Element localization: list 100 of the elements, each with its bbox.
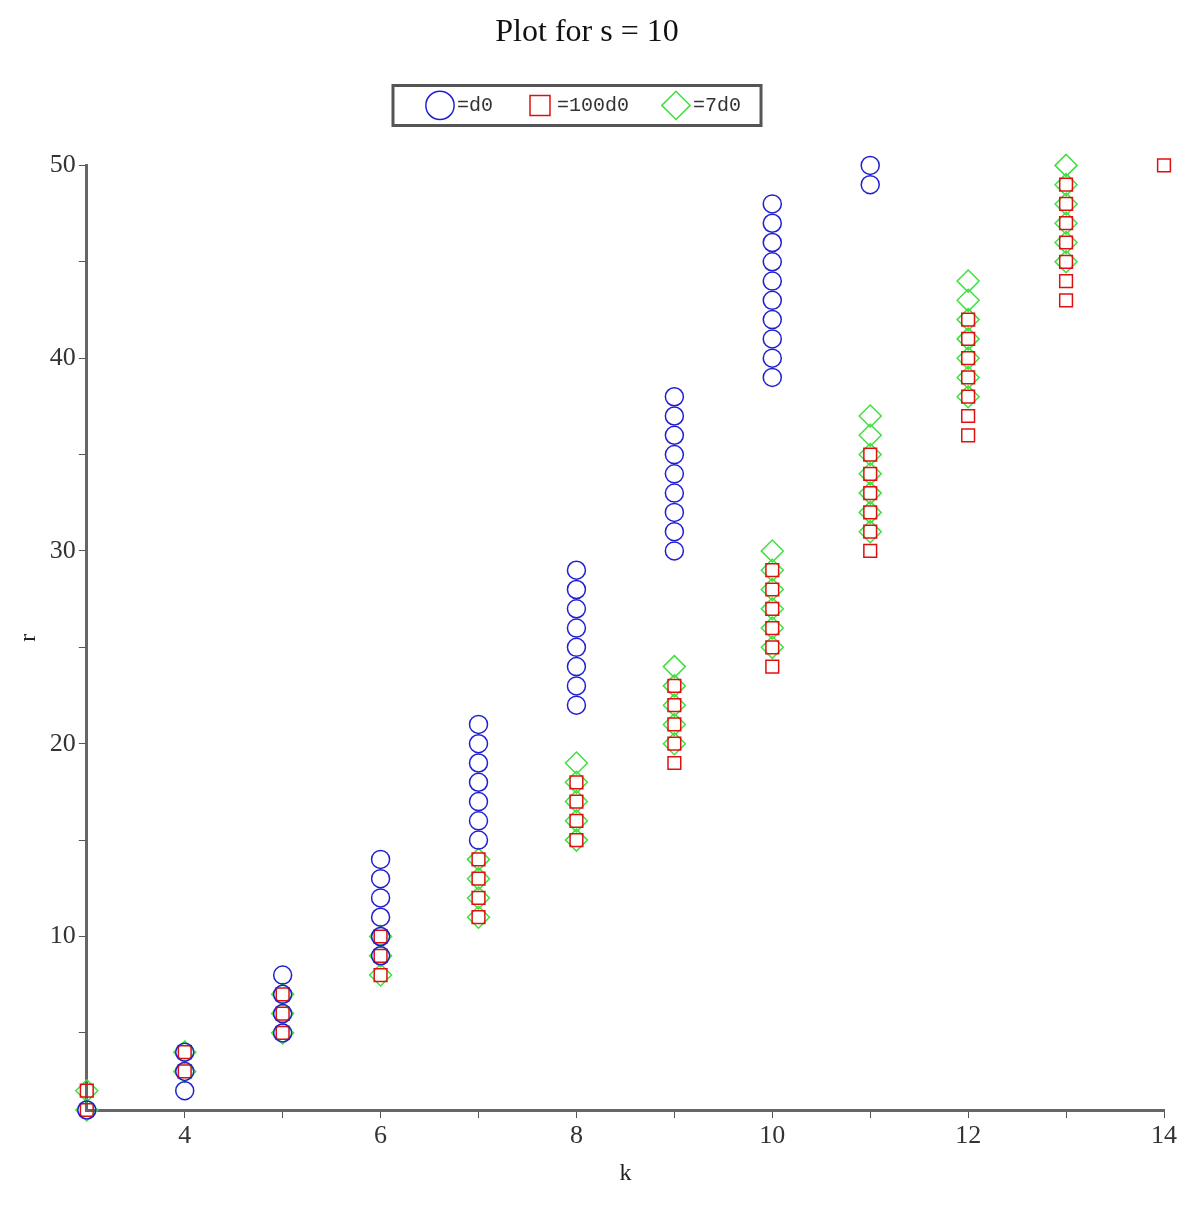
- point: [468, 791, 489, 812]
- point: [762, 252, 783, 272]
- y-tick-label: 40: [49, 342, 76, 371]
- y-tick-label: 10: [49, 920, 76, 950]
- point: [1054, 230, 1078, 255]
- point: [858, 404, 882, 428]
- point: [858, 519, 882, 544]
- point: [765, 659, 780, 674]
- point: [667, 755, 682, 771]
- x-tick-label: 10: [759, 1120, 786, 1150]
- point: [1156, 158, 1172, 173]
- point: [566, 637, 587, 658]
- point: [566, 560, 587, 580]
- point: [1054, 153, 1078, 178]
- x-tick-label: 14: [1151, 1120, 1177, 1150]
- point: [762, 213, 783, 233]
- point: [564, 789, 589, 814]
- point: [368, 963, 393, 987]
- x-axis-title: k: [619, 1158, 632, 1185]
- point: [1058, 273, 1074, 289]
- point: [1054, 250, 1078, 274]
- legend-label: =d0: [456, 93, 493, 117]
- point: [858, 423, 882, 448]
- point: [664, 425, 685, 446]
- y-tick-label: 30: [49, 534, 76, 564]
- point: [468, 733, 489, 754]
- y-axis-title: r: [13, 633, 40, 642]
- point: [956, 269, 980, 293]
- point: [760, 539, 785, 563]
- point: [961, 408, 976, 424]
- point: [566, 599, 587, 619]
- point: [956, 346, 980, 370]
- point: [858, 442, 882, 467]
- point: [858, 481, 882, 505]
- point: [468, 830, 489, 850]
- point: [566, 676, 587, 696]
- point: [664, 464, 685, 484]
- point: [858, 462, 882, 486]
- point: [564, 751, 589, 775]
- point: [760, 635, 785, 660]
- point: [863, 543, 878, 559]
- point: [762, 194, 783, 214]
- point: [760, 597, 785, 621]
- point: [762, 232, 783, 253]
- point: [1058, 293, 1074, 308]
- x-tick-label: 4: [178, 1120, 192, 1150]
- point: [564, 809, 589, 833]
- point: [860, 155, 880, 176]
- point: [858, 500, 882, 525]
- point: [664, 521, 685, 542]
- point: [566, 579, 587, 600]
- point: [662, 731, 687, 756]
- point: [174, 1080, 195, 1101]
- point: [370, 868, 391, 889]
- point: [956, 384, 980, 409]
- point: [860, 174, 880, 195]
- point: [664, 406, 685, 426]
- point: [370, 888, 391, 908]
- point: [956, 327, 980, 351]
- point: [662, 654, 687, 679]
- point: [956, 288, 980, 313]
- point: [760, 558, 785, 582]
- point: [760, 616, 785, 640]
- point: [961, 428, 976, 443]
- point: [1054, 211, 1078, 235]
- point: [272, 965, 293, 985]
- point: [564, 828, 589, 852]
- y-tick-label: 20: [49, 727, 76, 757]
- point: [466, 905, 491, 929]
- y-tick-label: 50: [49, 149, 76, 179]
- legend-label: =7d0: [693, 93, 742, 117]
- point: [760, 577, 785, 602]
- point: [762, 348, 783, 368]
- point: [566, 695, 587, 715]
- point: [370, 849, 391, 870]
- point: [466, 866, 491, 891]
- point: [664, 386, 685, 407]
- point: [468, 772, 489, 793]
- point: [466, 886, 491, 910]
- point: [468, 753, 489, 773]
- x-tick-label: 8: [569, 1120, 583, 1150]
- point: [1054, 172, 1078, 197]
- point: [664, 483, 685, 503]
- point: [662, 712, 687, 737]
- point: [956, 365, 980, 390]
- point: [956, 307, 980, 332]
- point: [564, 770, 589, 795]
- point: [468, 811, 489, 831]
- point: [762, 309, 783, 330]
- point: [762, 367, 783, 388]
- point: [762, 329, 783, 349]
- point: [566, 656, 587, 677]
- legend-label: =100d0: [556, 93, 630, 117]
- point: [466, 847, 491, 872]
- point: [762, 290, 783, 311]
- point: [662, 674, 687, 698]
- point: [468, 714, 489, 735]
- chart-title: Plot for s = 10: [495, 11, 679, 48]
- point: [662, 693, 687, 717]
- point: [664, 444, 685, 465]
